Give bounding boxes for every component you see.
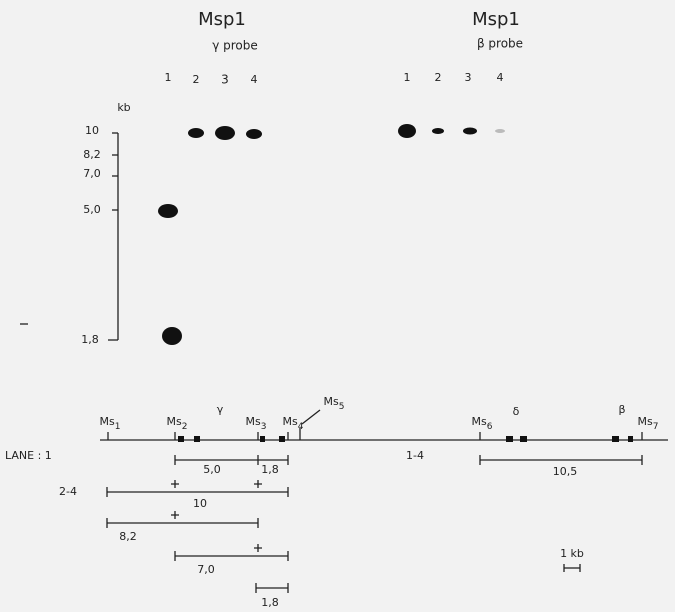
- fragment-size: 1,8: [261, 596, 279, 609]
- probe-label: γ probe: [212, 39, 258, 53]
- fragment-size: 5,0: [203, 463, 221, 476]
- gene-label: γ: [217, 403, 224, 416]
- fragment-size: 8,2: [119, 530, 137, 543]
- gene-label: δ: [513, 405, 520, 418]
- size-marker: 1,8: [81, 333, 99, 346]
- lane-label: 2: [193, 73, 200, 86]
- size-unit: kb: [117, 101, 130, 114]
- lane-label: 3: [221, 73, 229, 87]
- enzyme-label: Msp1: [198, 9, 246, 30]
- background: [0, 0, 675, 612]
- fragment-size: 10,5: [553, 465, 578, 478]
- lane-label: 4: [497, 71, 504, 84]
- enzyme-label: Msp1: [472, 9, 520, 30]
- gene-label: β: [618, 403, 625, 416]
- size-marker: 5,0: [83, 203, 101, 216]
- size-marker: 10: [85, 124, 99, 137]
- fragment-size: 1,8: [261, 463, 279, 476]
- probe-label: β probe: [477, 37, 523, 51]
- lane-label: 1: [165, 71, 172, 84]
- lane-group-label: LANE : 1: [5, 449, 52, 462]
- scale-label: 1 kb: [560, 547, 584, 560]
- size-marker: 7,0: [83, 167, 101, 180]
- fragment-size: 10: [193, 497, 207, 510]
- fragment-size: 7,0: [197, 563, 215, 576]
- figure: Msp1 γ probe 1 2 3 4 kb 10 8,2 7,0 5,0 1…: [0, 0, 675, 612]
- lane-label: 4: [251, 73, 258, 86]
- lane-group-label: 2-4: [59, 485, 77, 498]
- size-marker: 8,2: [83, 148, 101, 161]
- lane-label: 1: [404, 71, 411, 84]
- lane-label: 3: [465, 71, 472, 84]
- lane-group-label: 1-4: [406, 449, 424, 462]
- lane-label: 2: [435, 71, 442, 84]
